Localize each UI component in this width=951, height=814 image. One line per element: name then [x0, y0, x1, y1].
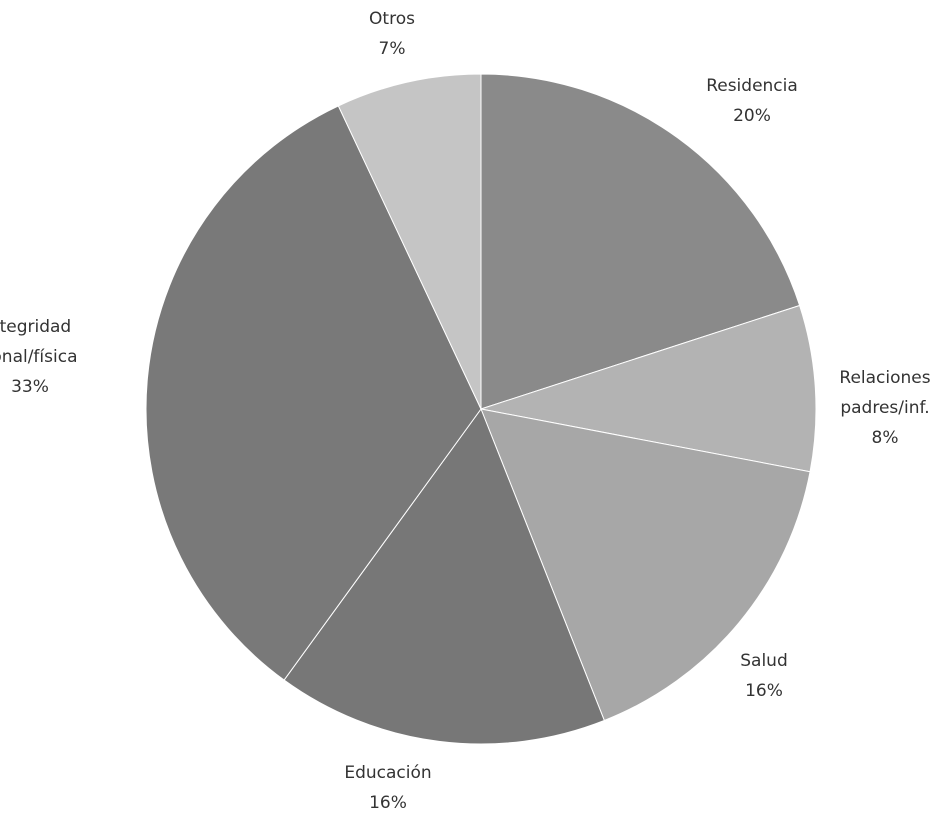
slice-value-label: 33% — [11, 377, 49, 397]
slice-label-6: Otros 7% — [369, 9, 415, 59]
slice-value-label: 20% — [733, 106, 771, 126]
slice-label-2: Relaciones padres/inf. 8% — [839, 368, 930, 448]
slice-value-label: 16% — [745, 681, 783, 701]
slice-category-label: Otros — [369, 9, 415, 29]
slice-label-1: Residencia 20% — [706, 76, 798, 126]
slice-category-label-line-2: sonal/física — [0, 347, 77, 367]
slice-category-label: Relaciones — [839, 368, 930, 388]
slice-value-label: 8% — [872, 428, 899, 448]
pie-slice-6 — [337, 73, 482, 410]
slice-category-label: Residencia — [706, 76, 798, 96]
slice-value-label: 7% — [379, 39, 406, 59]
slice-value-label: 16% — [369, 793, 407, 813]
slice-label-3: Salud 16% — [740, 651, 788, 701]
slice-category-label-line-2: padres/inf. — [840, 398, 929, 418]
pie-slice-1 — [480, 73, 801, 410]
slice-category-label: Salud — [740, 651, 788, 671]
pie-slice-2 — [480, 304, 817, 473]
slice-category-label: Educación — [344, 763, 431, 783]
pie-slice-5 — [145, 105, 482, 681]
pie-slice-4 — [283, 407, 605, 745]
pie-slice-3 — [480, 408, 811, 722]
slice-label-4: Educación 16% — [344, 763, 431, 813]
slice-label-5: ntegridad sonal/física 33% — [0, 317, 77, 397]
slice-category-label: ntegridad — [0, 317, 71, 337]
